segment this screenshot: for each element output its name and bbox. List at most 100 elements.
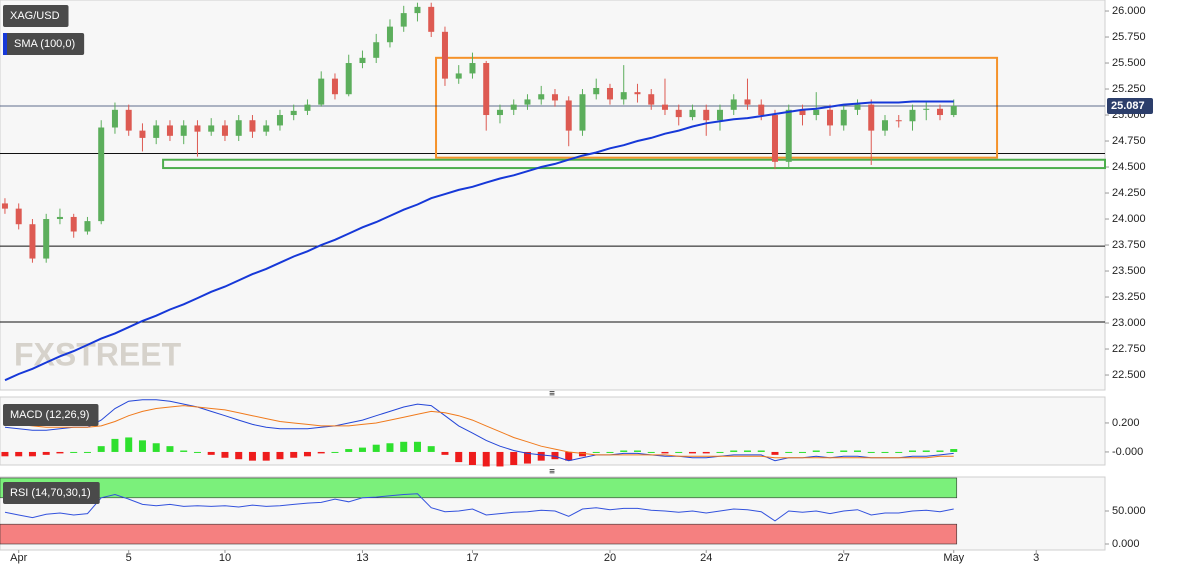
candle-body bbox=[84, 221, 91, 232]
label-accent bbox=[3, 33, 7, 55]
panel-handle[interactable]: ≡ bbox=[549, 467, 555, 478]
candle-body bbox=[331, 78, 338, 95]
last-price-box bbox=[1107, 97, 1153, 114]
candle-body bbox=[524, 99, 531, 105]
macd-histogram-bar bbox=[950, 449, 958, 452]
label-box bbox=[3, 5, 69, 27]
macd-histogram-bar bbox=[317, 451, 325, 454]
candle-body bbox=[758, 104, 765, 116]
macd-histogram-bar bbox=[248, 451, 256, 461]
candle-body bbox=[111, 109, 118, 128]
candle-body bbox=[194, 125, 201, 132]
indicator-label: RSI (14,70,30,1) bbox=[3, 482, 100, 504]
macd-histogram-bar bbox=[262, 451, 270, 461]
candle-body bbox=[386, 26, 393, 43]
candle-body bbox=[441, 31, 448, 79]
watermark: FXSTREET bbox=[14, 336, 182, 372]
macd-histogram-bar bbox=[1, 451, 9, 457]
y-tick-label: 0.000 bbox=[1112, 538, 1140, 550]
label-box bbox=[3, 482, 100, 504]
candle-body bbox=[221, 125, 228, 136]
candle-body bbox=[469, 63, 476, 74]
macd-histogram-bar bbox=[70, 451, 78, 453]
candle-body bbox=[689, 109, 696, 118]
y-tick-label: 23.750 bbox=[1112, 239, 1146, 251]
y-tick-label: 26.000 bbox=[1112, 5, 1146, 17]
macd-histogram-bar bbox=[455, 451, 463, 463]
candle-body bbox=[675, 109, 682, 118]
macd-histogram-bar bbox=[922, 450, 930, 452]
candle-body bbox=[400, 13, 407, 27]
macd-histogram-bar bbox=[276, 451, 284, 460]
macd-histogram-bar bbox=[482, 451, 490, 467]
y-tick-label: 0.200 bbox=[1112, 417, 1140, 429]
label-text: XAG/USD bbox=[10, 10, 60, 22]
x-tick-label: 5 bbox=[126, 552, 132, 564]
sma-line bbox=[4, 100, 954, 382]
rsi-band bbox=[0, 477, 958, 499]
macd-histogram-bar bbox=[345, 449, 353, 452]
y-tick-label: 25.750 bbox=[1112, 31, 1146, 43]
candle-body bbox=[43, 219, 50, 259]
candle-body bbox=[304, 104, 311, 111]
candle-body bbox=[483, 63, 490, 116]
macd-histogram-bar bbox=[826, 451, 834, 453]
candle-body bbox=[799, 109, 806, 116]
macd-histogram-bar bbox=[180, 450, 188, 452]
macd-histogram-bar bbox=[207, 451, 215, 455]
candle-body bbox=[359, 57, 366, 64]
candle-body bbox=[868, 104, 875, 131]
x-tick-label: 24 bbox=[700, 552, 712, 564]
macd-histogram-bar bbox=[496, 451, 504, 467]
macd-histogram-bar bbox=[111, 438, 119, 452]
y-tick-label: 24.250 bbox=[1112, 187, 1146, 199]
candle-body bbox=[510, 104, 517, 110]
candle-body bbox=[455, 73, 462, 79]
candle-body bbox=[593, 87, 600, 95]
macd-histogram-bar bbox=[386, 443, 394, 452]
y-tick-label: 25.250 bbox=[1112, 83, 1146, 95]
candle-body bbox=[661, 104, 668, 110]
candle-body bbox=[139, 130, 146, 138]
macd-histogram-bar bbox=[798, 451, 806, 453]
indicator-label: MACD (12,26,9) bbox=[3, 404, 99, 426]
macd-histogram-bar bbox=[56, 451, 64, 454]
x-tick-label: 27 bbox=[838, 552, 850, 564]
last-price-label: 25.087 bbox=[1111, 100, 1145, 112]
candle-body bbox=[936, 108, 943, 116]
macd-histogram-bar bbox=[743, 450, 751, 452]
indicator-label: XAG/USD bbox=[3, 5, 69, 27]
macd-histogram-bar bbox=[771, 451, 779, 455]
x-tick-label: 3 bbox=[1033, 552, 1039, 564]
candle-body bbox=[716, 109, 723, 121]
candle-body bbox=[428, 6, 435, 32]
macd-histogram-bar bbox=[468, 451, 476, 465]
x-tick-label: 17 bbox=[466, 552, 478, 564]
rsi-line bbox=[4, 493, 954, 522]
candle-body bbox=[909, 109, 916, 122]
y-tick-label: 22.500 bbox=[1112, 369, 1146, 381]
candle-body bbox=[551, 94, 558, 101]
macd-histogram-bar bbox=[853, 450, 861, 452]
candle-body bbox=[634, 92, 641, 95]
label-box bbox=[3, 33, 85, 55]
macd-histogram-bar bbox=[647, 451, 655, 453]
label-text: MACD (12,26,9) bbox=[10, 409, 89, 421]
macd-histogram-bar bbox=[303, 451, 311, 457]
signal-line bbox=[4, 405, 954, 459]
label-text: RSI (14,70,30,1) bbox=[10, 487, 91, 499]
macd-histogram-bar bbox=[812, 450, 820, 452]
macd-histogram-bar bbox=[42, 451, 50, 455]
macd-histogram-bar bbox=[138, 440, 146, 452]
macd-histogram-bar bbox=[633, 450, 641, 452]
macd-histogram-bar bbox=[290, 451, 298, 458]
candle-body bbox=[538, 94, 545, 100]
macd-histogram-bar bbox=[757, 450, 765, 452]
range-box bbox=[435, 56, 999, 159]
macd-histogram-bar bbox=[97, 446, 105, 452]
candle-body bbox=[1, 203, 8, 209]
panel-handle[interactable]: ≡ bbox=[549, 389, 555, 400]
candle-body bbox=[290, 110, 297, 116]
candle-body bbox=[166, 125, 173, 136]
macd-histogram-bar bbox=[166, 446, 174, 452]
